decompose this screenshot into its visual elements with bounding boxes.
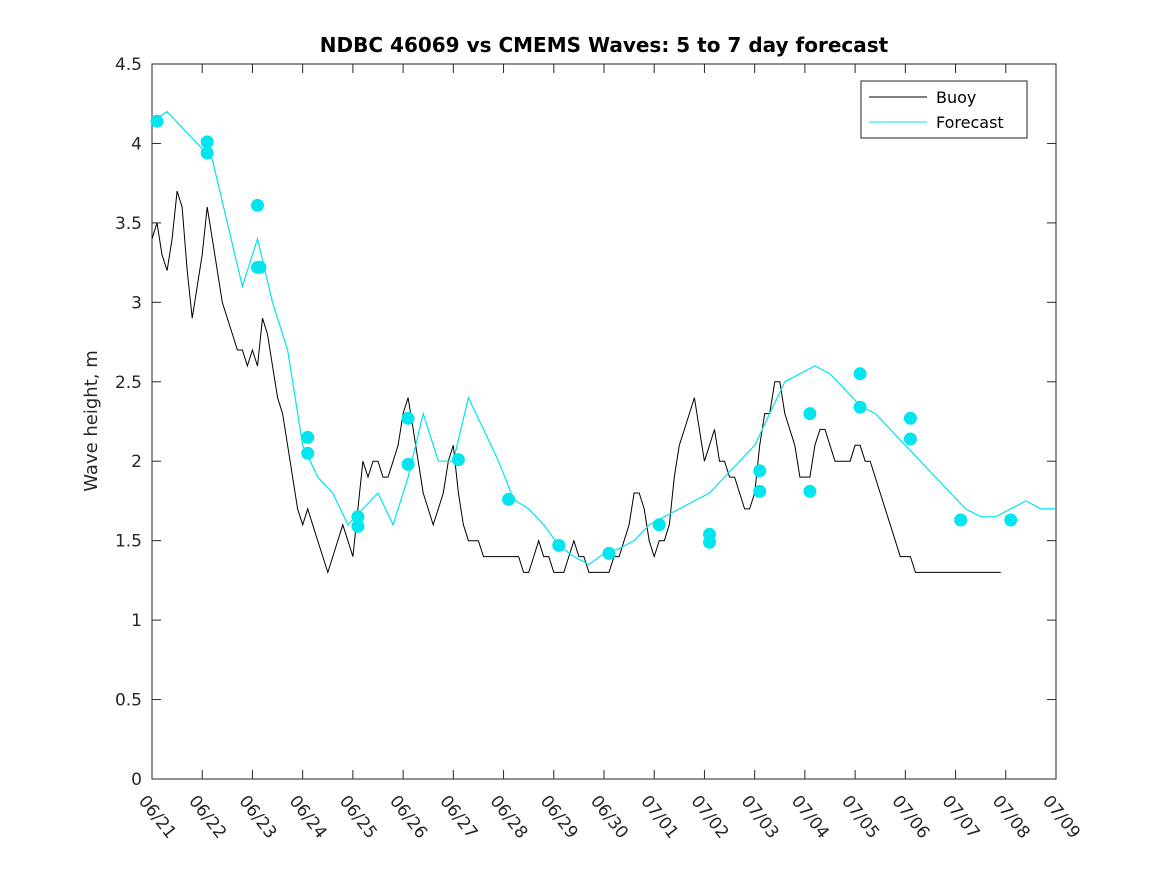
legend-box [860,80,1028,139]
forecast-marker [251,198,264,212]
forecast-marker [903,411,917,425]
forecast-marker [954,513,968,527]
forecast-marker [200,135,214,149]
x-tick-label: 06/30 [586,792,632,843]
forecast-marker [301,446,315,460]
x-tick-label: 07/04 [787,792,833,843]
forecast-marker [903,432,917,446]
y-tick-label: 4 [131,134,142,154]
y-tick-label: 3.5 [115,214,142,234]
forecast-marker [401,457,415,471]
x-tick-label: 07/05 [837,792,883,843]
forecast-marker [1004,513,1018,527]
x-tick-label: 06/23 [235,792,281,843]
forecast-marker [753,484,767,498]
x-tick-label: 07/02 [687,792,733,843]
y-tick-label: 1 [131,611,142,631]
x-tick-label: 06/22 [184,792,230,843]
forecast-marker [301,430,315,444]
forecast-marker [451,453,465,467]
forecast-marker [351,510,365,524]
forecast-marker [401,411,415,425]
forecast-marker [703,535,716,549]
y-tick-label: 0.5 [115,691,142,711]
forecast-marker [652,518,666,532]
x-tick-label: 06/27 [435,792,481,843]
forecast-marker [351,519,365,533]
y-tick-label: 2 [131,452,142,472]
forecast-marker [853,367,867,381]
x-tick-label: 07/03 [737,792,783,843]
series-line-buoy [151,190,1001,575]
forecast-marker [150,114,164,128]
x-tick-label: 07/06 [887,792,933,843]
chart-title: NDBC 46069 vs CMEMS Waves: 5 to 7 day fo… [320,33,889,57]
forecast-marker [200,146,214,160]
forecast-marker [803,484,817,498]
x-tick-label: 06/21 [134,792,180,843]
y-axis-label: Wave height, m [81,350,102,491]
forecast-marker [753,464,767,478]
x-tick-label: 06/24 [285,792,331,843]
x-tick-label: 06/26 [385,792,431,843]
y-tick-label: 1.5 [115,532,142,552]
forecast-marker [853,400,867,414]
plot-frame [151,63,1057,780]
legend-forecast-label: Forecast [936,113,1004,132]
y-tick-label: 3 [131,293,142,313]
y-tick-label: 4.5 [115,55,142,75]
forecast-marker [253,260,267,274]
x-tick-label: 07/01 [636,792,682,843]
plot-area: 0 0.5 1 1.5 2 2.5 3 3.5 4 4.5 06/21 06/22 06/23 06/24… [115,55,1084,843]
legend-buoy-label: Buoy [936,88,976,107]
x-tick-label: 07/08 [988,792,1034,843]
x-tick-label: 07/09 [1038,792,1084,843]
forecast-marker [602,546,616,560]
forecast-marker [803,407,817,421]
x-tick-label: 06/28 [486,792,532,843]
y-tick-label: 2.5 [115,373,142,393]
forecast-marker [552,538,566,552]
x-tick-label: 06/29 [536,792,582,843]
y-tick-label: 0 [131,770,142,790]
forecast-marker [502,492,516,506]
x-tick-label: 06/25 [335,792,381,843]
x-tick-label: 07/07 [938,792,984,843]
legend: Buoy Forecast [860,80,1028,139]
